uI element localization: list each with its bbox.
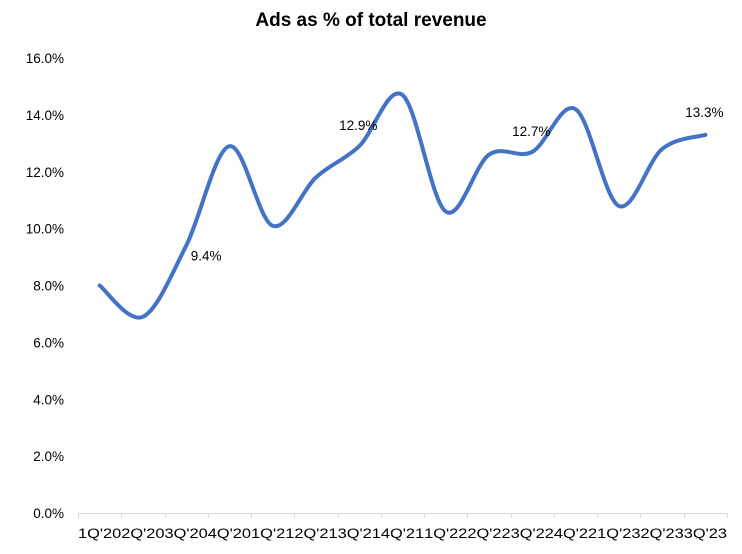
x-tick-label: 3Q'20 (165, 526, 208, 541)
data-label: 9.4% (191, 249, 222, 264)
x-axis-tick-labels: 1Q'20 2Q'20 3Q'20 4Q'20 1Q'21 2Q'21 3Q'21 4Q'21… (78, 526, 727, 541)
x-tick-label: 4Q'21 (381, 526, 424, 541)
y-tick-label: 12.0% (26, 165, 64, 180)
data-label: 12.9% (339, 118, 377, 133)
data-label: 12.7% (512, 124, 550, 139)
x-tick-label: 1Q'20 (78, 526, 121, 541)
chart-title: Ads as % of total revenue (255, 10, 487, 31)
y-tick-label: 16.0% (26, 51, 64, 66)
y-tick-label: 2.0% (33, 449, 64, 464)
y-tick-label: 14.0% (26, 108, 64, 123)
x-tick-label: 2Q'23 (640, 526, 683, 541)
x-axis (78, 513, 728, 518)
x-tick-label: 1Q'22 (424, 526, 467, 541)
x-tick-label: 3Q'22 (511, 526, 554, 541)
x-tick-label: 4Q'20 (208, 526, 251, 541)
y-axis-tick-labels: 0.0% 2.0% 4.0% 6.0% 8.0% 10.0% 12.0% 14.0% 16.0% (26, 51, 64, 521)
y-tick-label: 4.0% (33, 392, 64, 407)
y-tick-label: 8.0% (33, 279, 64, 294)
x-tick-label: 1Q'21 (251, 526, 294, 541)
x-tick-label: 2Q'21 (294, 526, 337, 541)
x-tick-label: 4Q'22 (554, 526, 597, 541)
y-tick-label: 10.0% (26, 222, 64, 237)
x-tick-label: 3Q'21 (338, 526, 381, 541)
x-tick-label: 2Q'22 (467, 526, 510, 541)
data-label: 13.3% (685, 105, 723, 120)
data-labels: 9.4% 12.9% 12.7% 13.3% (191, 105, 724, 264)
series-line (97, 91, 708, 320)
y-tick-label: 6.0% (33, 335, 64, 350)
x-tick-label: 2Q'20 (121, 526, 164, 541)
x-tick-label: 3Q'23 (684, 526, 727, 541)
y-tick-label: 0.0% (33, 506, 64, 521)
x-tick-label: 1Q'23 (597, 526, 640, 541)
